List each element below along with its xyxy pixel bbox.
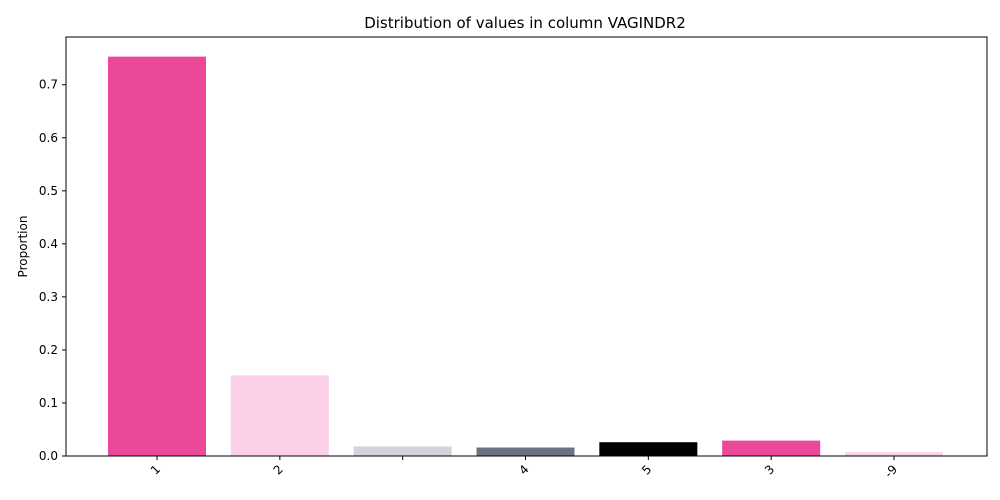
plot-frame [65, 36, 988, 457]
y-tick-label: 0.1 [39, 396, 58, 410]
x-tick-label: -9 [882, 462, 900, 480]
x-tick-label: 2 [271, 462, 286, 477]
y-tick-label: 0.0 [39, 449, 58, 463]
bar-4 [476, 447, 575, 456]
y-tick-label: 0.6 [39, 131, 58, 145]
bar-2 [230, 375, 329, 456]
y-tick-label: 0.4 [39, 237, 58, 251]
y-axis-label: Proportion [16, 216, 30, 278]
bars-group [108, 56, 943, 456]
y-axis: 0.0 0.1 0.2 0.3 0.4 0.5 0.6 0.7 [39, 78, 66, 463]
x-tick-label: 3 [762, 462, 777, 477]
x-tick-label: 4 [516, 462, 531, 477]
x-tick-label: 5 [639, 462, 654, 477]
bar-1 [108, 56, 206, 456]
chart-title: Distribution of values in column VAGINDR… [364, 14, 686, 32]
bar-5 [599, 442, 698, 456]
y-tick-label: 0.2 [39, 343, 58, 357]
x-tick-label: 1 [148, 462, 163, 477]
x-axis: 1 2 4 5 3 -9 [148, 456, 900, 481]
bar-blank [353, 446, 452, 456]
bar--9 [845, 452, 943, 456]
y-tick-label: 0.3 [39, 290, 58, 304]
bar-3 [722, 440, 821, 456]
y-tick-label: 0.5 [39, 184, 58, 198]
y-tick-label: 0.7 [39, 78, 58, 92]
